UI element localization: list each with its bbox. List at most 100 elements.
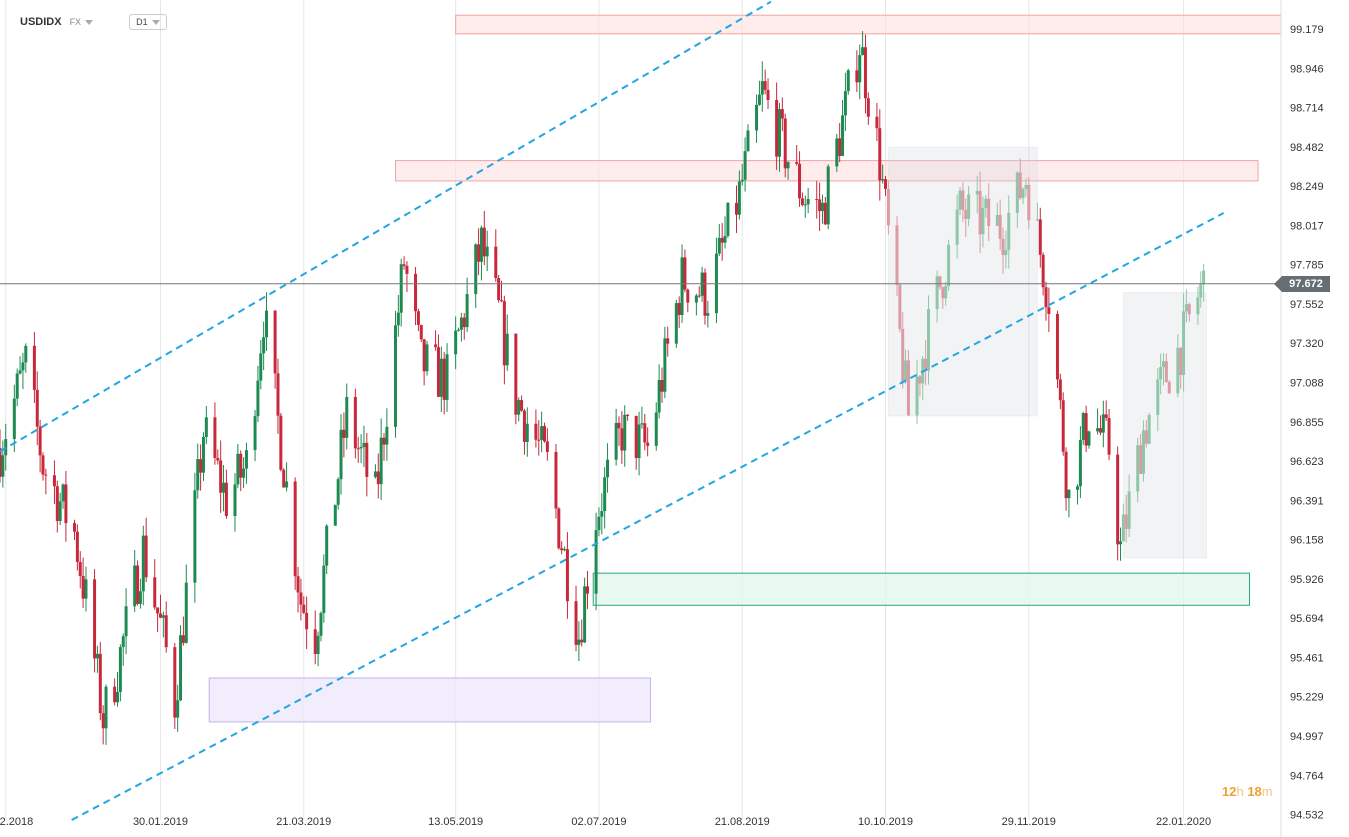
trendlines[interactable]	[0, 0, 1225, 821]
candle	[520, 395, 524, 412]
candle	[585, 571, 589, 609]
candle	[1067, 489, 1071, 518]
x-tick-label: 02.07.2019	[571, 816, 626, 828]
candle-body	[219, 460, 223, 493]
candle	[319, 611, 323, 642]
candle	[617, 416, 621, 446]
candle-body	[938, 276, 942, 288]
candle-body	[798, 163, 802, 199]
candle-body	[838, 138, 842, 156]
x-tick-label: 22.01.2020	[1156, 816, 1211, 828]
candle	[1035, 202, 1039, 222]
candle	[763, 69, 767, 95]
y-tick-label: 97.320	[1290, 338, 1324, 350]
candle-body	[15, 373, 19, 399]
candle	[1116, 446, 1120, 561]
candle	[1055, 310, 1059, 388]
candle	[253, 410, 257, 462]
candle-body	[1096, 428, 1100, 432]
timeframe-selector[interactable]: D1	[129, 14, 167, 30]
candle	[259, 339, 263, 390]
time-axis[interactable]: 07.12.2018 30.01.2019 21.03.2019 13.05.2019…	[0, 816, 1211, 828]
candle-body	[746, 130, 750, 152]
candle-body	[1202, 270, 1206, 285]
candle	[686, 288, 690, 313]
candle	[904, 349, 908, 385]
candle	[78, 551, 82, 589]
candle	[646, 427, 650, 457]
candle	[987, 183, 991, 242]
x-tick-label: 10.10.2019	[858, 816, 913, 828]
candle	[755, 94, 759, 143]
symbol-label[interactable]: USDIDX	[20, 16, 62, 28]
candle-body	[176, 700, 180, 718]
candle	[365, 432, 369, 497]
candle	[1119, 527, 1123, 561]
candle	[359, 434, 363, 464]
exchange-selector[interactable]: FX	[70, 17, 94, 27]
candle-body	[1015, 172, 1019, 213]
candle-body	[439, 358, 443, 397]
candle-body	[302, 604, 306, 613]
candle-body	[540, 426, 544, 440]
candle	[439, 346, 443, 413]
candle-body	[279, 415, 283, 470]
candle	[522, 408, 526, 455]
candle-body	[766, 89, 770, 101]
candle-body	[534, 423, 538, 440]
candle-body	[242, 468, 246, 478]
candle-body	[795, 162, 799, 164]
candle-body	[153, 577, 157, 608]
candle-body	[425, 344, 429, 372]
candle	[405, 261, 409, 293]
candle	[156, 607, 160, 633]
candle	[1167, 379, 1171, 394]
candle	[623, 405, 627, 467]
candle-body	[1182, 311, 1186, 375]
candle	[795, 145, 799, 166]
candle	[984, 195, 988, 218]
candle	[1101, 400, 1105, 448]
candle	[955, 194, 959, 259]
candle-body	[818, 199, 822, 212]
candle-body	[319, 612, 323, 636]
candle-body	[846, 70, 850, 92]
candle	[806, 188, 810, 214]
candle	[222, 465, 226, 512]
candle-body	[978, 190, 982, 235]
grid-lines	[5, 0, 1185, 820]
candle	[838, 122, 842, 163]
candle-body	[901, 328, 905, 382]
candle	[179, 625, 183, 701]
candle	[95, 645, 99, 673]
candle	[577, 621, 581, 662]
candle-body	[1144, 430, 1148, 444]
candle-body	[459, 317, 463, 330]
candle-body	[967, 194, 971, 219]
candle	[239, 450, 243, 492]
candle-body	[545, 441, 549, 452]
candle	[1027, 176, 1031, 229]
candle	[1104, 400, 1108, 422]
candle-body	[640, 423, 644, 425]
candle	[918, 374, 922, 397]
candle-body	[204, 417, 208, 437]
candle-body	[623, 414, 627, 451]
price-axis[interactable]: 99.179 98.946 98.714 98.482 98.249 98.017 97.7…	[1280, 0, 1324, 837]
y-tick-label: 96.623	[1290, 456, 1324, 468]
candle	[0, 429, 2, 483]
candle	[967, 186, 971, 227]
candle-body	[560, 548, 564, 551]
candle-body	[1104, 414, 1108, 419]
candle	[594, 512, 598, 611]
candle	[995, 202, 999, 227]
candle-body	[44, 474, 48, 476]
candle-body	[497, 278, 501, 301]
candle-body	[775, 100, 779, 157]
candle-body	[305, 612, 309, 630]
candle	[133, 550, 137, 612]
candle	[855, 50, 859, 92]
candle	[299, 578, 303, 621]
candle	[1127, 474, 1131, 538]
